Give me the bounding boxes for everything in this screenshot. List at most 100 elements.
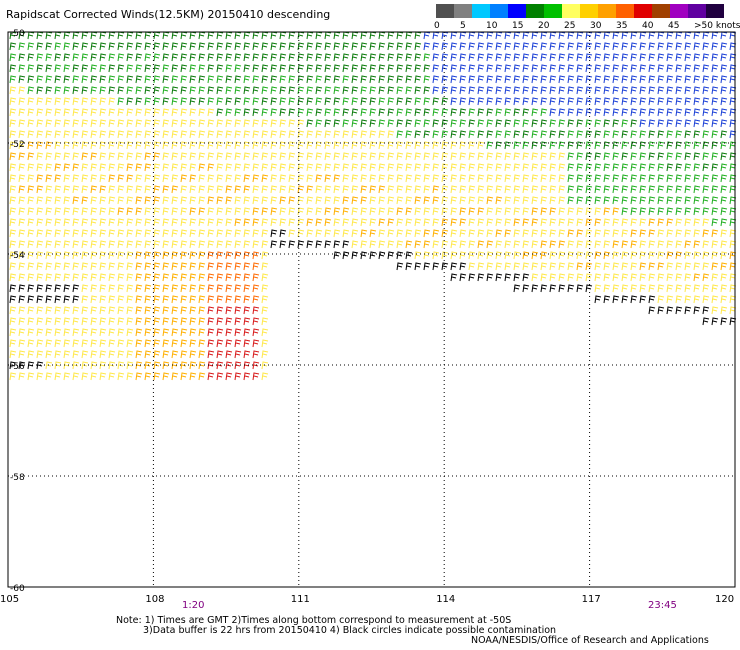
wind-barb: [684, 251, 692, 260]
wind-barb: [72, 75, 80, 84]
wind-barb: [171, 130, 179, 139]
wind-barb: [549, 284, 557, 293]
wind-barb: [126, 350, 134, 359]
wind-barb: [576, 119, 584, 128]
wind-barb: [54, 207, 62, 216]
wind-barb: [180, 284, 188, 293]
wind-barb: [243, 273, 251, 282]
wind-barb: [99, 152, 107, 161]
wind-barb: [225, 86, 233, 95]
wind-barb: [63, 119, 71, 128]
wind-barb: [225, 174, 233, 183]
wind-barb: [234, 350, 242, 359]
wind-barb: [234, 152, 242, 161]
wind-barb: [468, 163, 476, 172]
longitude-label: 120: [715, 594, 735, 605]
wind-barb: [270, 152, 278, 161]
wind-barb: [27, 284, 35, 293]
wind-barb: [171, 119, 179, 128]
wind-barb: [279, 119, 287, 128]
wind-barb: [153, 339, 161, 348]
wind-barb: [486, 152, 494, 161]
wind-barb: [522, 196, 530, 205]
wind-barb: [45, 141, 53, 150]
wind-barb: [729, 141, 737, 150]
wind-barb: [297, 130, 305, 139]
wind-barb: [468, 229, 476, 238]
wind-barb: [36, 207, 44, 216]
wind-barb: [261, 53, 269, 62]
wind-barb: [558, 31, 566, 40]
wind-barb: [675, 86, 683, 95]
wind-barb: [630, 119, 638, 128]
latitude-label: -56: [10, 362, 25, 372]
wind-barb: [306, 218, 314, 227]
wind-barb: [9, 251, 17, 260]
wind-barb: [54, 163, 62, 172]
wind-barb: [27, 31, 35, 40]
wind-barb: [477, 229, 485, 238]
legend-tick: 10: [486, 21, 498, 31]
wind-barb: [729, 163, 737, 172]
wind-barb: [36, 64, 44, 73]
wind-barb: [477, 42, 485, 51]
wind-barb: [243, 317, 251, 326]
wind-barb: [99, 262, 107, 271]
wind-barb: [621, 262, 629, 271]
wind-barb: [144, 97, 152, 106]
wind-barb: [351, 229, 359, 238]
wind-barb: [603, 284, 611, 293]
wind-barb: [180, 262, 188, 271]
wind-barb: [594, 218, 602, 227]
wind-barb: [396, 130, 404, 139]
wind-barb: [594, 64, 602, 73]
wind-barb: [9, 350, 17, 359]
wind-barb: [189, 196, 197, 205]
wind-barb: [702, 163, 710, 172]
wind-barb: [27, 196, 35, 205]
wind-barb: [261, 240, 269, 249]
wind-barb: [369, 86, 377, 95]
wind-barb: [414, 218, 422, 227]
wind-barb: [63, 31, 71, 40]
wind-barb: [99, 350, 107, 359]
wind-barb: [45, 328, 53, 337]
wind-barb: [648, 218, 656, 227]
wind-barb: [720, 31, 728, 40]
wind-barb: [396, 108, 404, 117]
wind-barb: [621, 185, 629, 194]
wind-barb: [18, 196, 26, 205]
wind-barb: [180, 240, 188, 249]
wind-barb: [297, 185, 305, 194]
wind-barb: [234, 53, 242, 62]
legend-tick: 25: [564, 21, 576, 31]
wind-barb: [612, 119, 620, 128]
wind-barb: [603, 185, 611, 194]
wind-barb: [180, 372, 188, 381]
wind-barb: [603, 108, 611, 117]
wind-barb: [45, 185, 53, 194]
wind-barb: [486, 240, 494, 249]
wind-barb: [18, 97, 26, 106]
wind-barb: [414, 185, 422, 194]
wind-barb: [198, 141, 206, 150]
wind-barb: [315, 218, 323, 227]
wind-barb: [207, 42, 215, 51]
wind-barb: [63, 218, 71, 227]
wind-barb: [585, 86, 593, 95]
wind-barb: [639, 130, 647, 139]
wind-barb: [504, 97, 512, 106]
wind-barb: [378, 53, 386, 62]
wind-barb: [432, 207, 440, 216]
wind-barb: [396, 42, 404, 51]
wind-barb: [666, 295, 674, 304]
wind-barb: [153, 64, 161, 73]
wind-barb: [99, 317, 107, 326]
wind-barb: [72, 251, 80, 260]
wind-barb: [207, 240, 215, 249]
wind-barb: [477, 273, 485, 282]
wind-barb: [18, 108, 26, 117]
wind-barb: [495, 185, 503, 194]
wind-barb: [342, 86, 350, 95]
wind-barb: [522, 130, 530, 139]
